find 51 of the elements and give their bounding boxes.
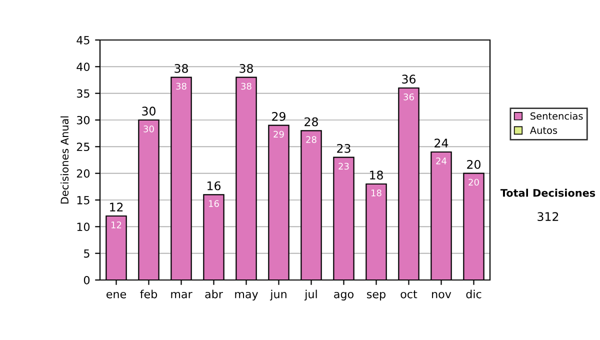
y-tick-label: 35 bbox=[76, 89, 90, 98]
data-label: 29 bbox=[274, 130, 284, 138]
legend-label: Sentencias bbox=[530, 112, 583, 120]
data-label: 28 bbox=[306, 136, 316, 143]
total-label: 38 bbox=[240, 64, 253, 73]
text: Total Decisiones bbox=[500, 188, 596, 197]
data-label: 24 bbox=[436, 157, 446, 164]
total-label: 24 bbox=[434, 138, 448, 148]
y-tick-label: 10 bbox=[77, 222, 90, 232]
data-label: 16 bbox=[209, 200, 219, 207]
data-label: 20 bbox=[468, 178, 479, 186]
x-tick-label: sep bbox=[367, 292, 386, 300]
y-tick-label: 5 bbox=[84, 249, 90, 258]
x-tick-label: may bbox=[235, 292, 258, 300]
x-tick-label: ago bbox=[334, 292, 354, 300]
legend-label: Autos bbox=[530, 126, 558, 134]
y-axis-title: Decisiones Anual bbox=[60, 116, 69, 204]
total-label: 23 bbox=[337, 144, 350, 153]
total-label: 28 bbox=[304, 117, 318, 126]
x-tick-label: nov bbox=[432, 292, 452, 298]
total-label: 18 bbox=[370, 170, 383, 180]
y-tick-label: 20 bbox=[76, 169, 90, 178]
y-tick-label: 45 bbox=[76, 36, 90, 44]
x-tick-label: jul bbox=[304, 290, 317, 300]
total-label: 30 bbox=[142, 106, 156, 116]
total-label: 38 bbox=[174, 64, 188, 73]
x-tick-label: mar bbox=[171, 292, 192, 298]
data-label: 38 bbox=[176, 82, 186, 90]
x-tick-label: abr bbox=[205, 290, 223, 298]
total-label: 20 bbox=[467, 160, 480, 169]
y-tick-label: 40 bbox=[76, 62, 90, 72]
total-label: 16 bbox=[208, 181, 221, 190]
x-tick-label: oct bbox=[400, 290, 418, 298]
text: 312 bbox=[538, 212, 558, 222]
data-label: 12 bbox=[112, 221, 122, 228]
data-label: 38 bbox=[241, 82, 252, 90]
total-label: 29 bbox=[272, 112, 286, 121]
y-tick-label: 25 bbox=[76, 142, 90, 152]
total-label: 36 bbox=[402, 74, 416, 84]
x-tick-label: feb bbox=[140, 290, 158, 298]
x-tick-label: jun bbox=[270, 290, 286, 300]
y-tick-label: 30 bbox=[76, 116, 90, 124]
data-label: 23 bbox=[338, 162, 349, 170]
data-label: 36 bbox=[404, 93, 414, 100]
y-tick-label: 15 bbox=[77, 196, 90, 204]
data-label: 18 bbox=[372, 189, 382, 196]
x-tick-label: ene bbox=[106, 292, 126, 298]
x-tick-label: dic bbox=[466, 290, 482, 298]
total-label: 12 bbox=[110, 202, 123, 212]
y-tick-label: 0 bbox=[84, 276, 90, 284]
data-label: 30 bbox=[144, 125, 154, 132]
